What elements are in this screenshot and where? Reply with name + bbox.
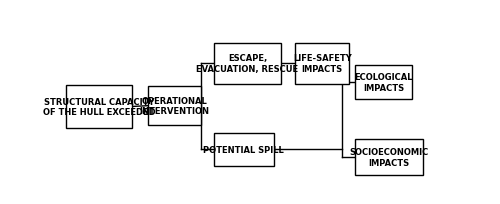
FancyBboxPatch shape [355, 65, 412, 100]
Text: OPERATIONAL
INTERVENTION: OPERATIONAL INTERVENTION [140, 96, 210, 116]
Text: SOCIOECONOMIC
IMPACTS: SOCIOECONOMIC IMPACTS [350, 147, 428, 167]
Text: STRUCTURAL CAPACITY
OF THE HULL EXCEEDED: STRUCTURAL CAPACITY OF THE HULL EXCEEDED [43, 97, 156, 117]
FancyBboxPatch shape [355, 139, 423, 175]
Text: LIFE-SAFETY
IMPACTS: LIFE-SAFETY IMPACTS [293, 54, 352, 73]
Text: POTENTIAL SPILL: POTENTIAL SPILL [204, 145, 284, 154]
FancyBboxPatch shape [214, 43, 282, 84]
Text: ESCAPE,
EVACUATION, RESCUE: ESCAPE, EVACUATION, RESCUE [196, 54, 298, 73]
FancyBboxPatch shape [214, 133, 274, 166]
Text: ECOLOGICAL
IMPACTS: ECOLOGICAL IMPACTS [354, 73, 413, 92]
FancyBboxPatch shape [295, 43, 349, 84]
FancyBboxPatch shape [66, 86, 132, 128]
FancyBboxPatch shape [148, 86, 201, 126]
